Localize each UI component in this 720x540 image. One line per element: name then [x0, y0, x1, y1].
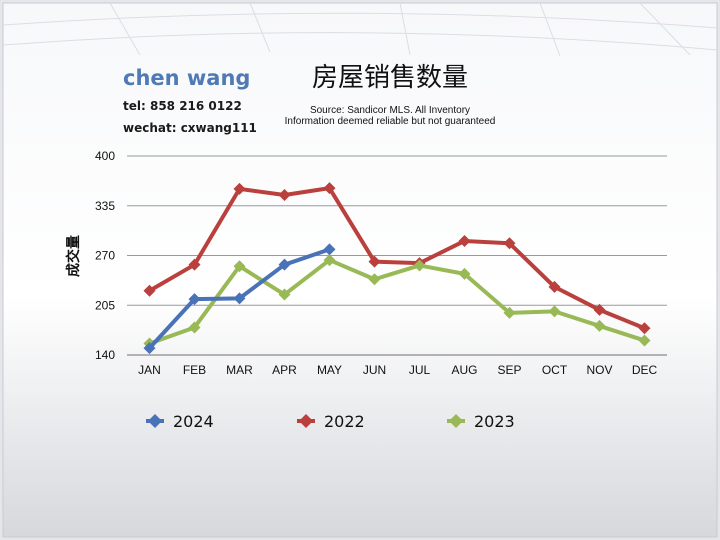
ceiling-panel-decoration — [2, 2, 718, 57]
x-axis-ticks: JAN FEB MAR APR MAY JUN JUL AUG SEP OCT NOV DEC — [138, 363, 657, 377]
x-tick-label: JAN — [138, 363, 161, 377]
x-tick-label: MAR — [226, 363, 253, 377]
legend-label-2024: 2024 — [173, 412, 214, 431]
legend-marker-2023 — [449, 414, 463, 428]
x-tick-label: APR — [272, 363, 297, 377]
data-point-2022 — [233, 182, 246, 195]
x-tick-label: OCT — [542, 363, 568, 377]
disclaimer-note: Information deemed reliable but not guar… — [284, 116, 496, 127]
data-point-2024 — [323, 243, 336, 256]
y-tick-label: 400 — [95, 149, 115, 163]
legend-label-2023: 2023 — [474, 412, 515, 431]
data-point-2023 — [593, 319, 606, 332]
data-point-2023 — [278, 288, 291, 301]
data-point-2023 — [413, 259, 426, 272]
series-lines — [143, 182, 651, 355]
data-point-2022 — [503, 237, 516, 250]
x-tick-label: JUL — [409, 363, 431, 377]
legend: 2024 2022 2023 — [146, 412, 515, 431]
data-point-2022 — [188, 258, 201, 271]
y-axis-ticks: 140 205 270 335 400 — [95, 149, 115, 362]
y-tick-label: 335 — [95, 199, 115, 213]
agent-phone: tel: 858 216 0122 — [123, 99, 242, 113]
data-point-2023 — [368, 273, 381, 286]
data-point-2024 — [233, 292, 246, 305]
chart-title: 房屋销售数量 — [311, 63, 468, 93]
agent-wechat: wechat: cxwang111 — [123, 121, 257, 135]
x-tick-label: FEB — [183, 363, 206, 377]
legend-label-2022: 2022 — [324, 412, 365, 431]
data-point-2022 — [548, 280, 561, 293]
data-point-2022 — [593, 303, 606, 316]
y-axis-label: 成交量 — [65, 235, 82, 277]
data-point-2024 — [278, 258, 291, 271]
data-point-2022 — [368, 255, 381, 268]
agent-name: chen wang — [123, 66, 251, 90]
gridlines — [127, 155, 667, 356]
data-point-2023 — [458, 267, 471, 280]
data-point-2023 — [188, 321, 201, 334]
data-point-2023 — [233, 260, 246, 273]
data-point-2023 — [638, 334, 651, 347]
data-point-2024 — [143, 342, 156, 355]
data-point-2022 — [143, 284, 156, 297]
data-point-2023 — [503, 306, 516, 319]
y-tick-label: 205 — [95, 298, 115, 312]
y-tick-label: 140 — [95, 348, 115, 362]
x-tick-label: AUG — [451, 363, 477, 377]
x-tick-label: SEP — [497, 363, 521, 377]
x-tick-label: JUN — [363, 363, 386, 377]
y-tick-label: 270 — [95, 249, 115, 263]
legend-marker-2022 — [299, 414, 313, 428]
series-line-2022 — [148, 186, 646, 331]
data-point-2023 — [548, 305, 561, 318]
legend-marker-2024 — [148, 414, 162, 428]
source-note: Source: Sandicor MLS. All Inventory — [309, 105, 471, 116]
data-point-2022 — [278, 189, 291, 202]
x-tick-label: MAY — [317, 363, 342, 377]
series-line-2023 — [148, 258, 646, 346]
x-tick-label: NOV — [586, 363, 612, 377]
data-point-2022 — [638, 322, 651, 335]
x-tick-label: DEC — [632, 363, 658, 377]
data-point-2024 — [188, 293, 201, 306]
data-point-2022 — [458, 234, 471, 247]
data-point-2022 — [323, 182, 336, 195]
data-point-2023 — [323, 254, 336, 267]
